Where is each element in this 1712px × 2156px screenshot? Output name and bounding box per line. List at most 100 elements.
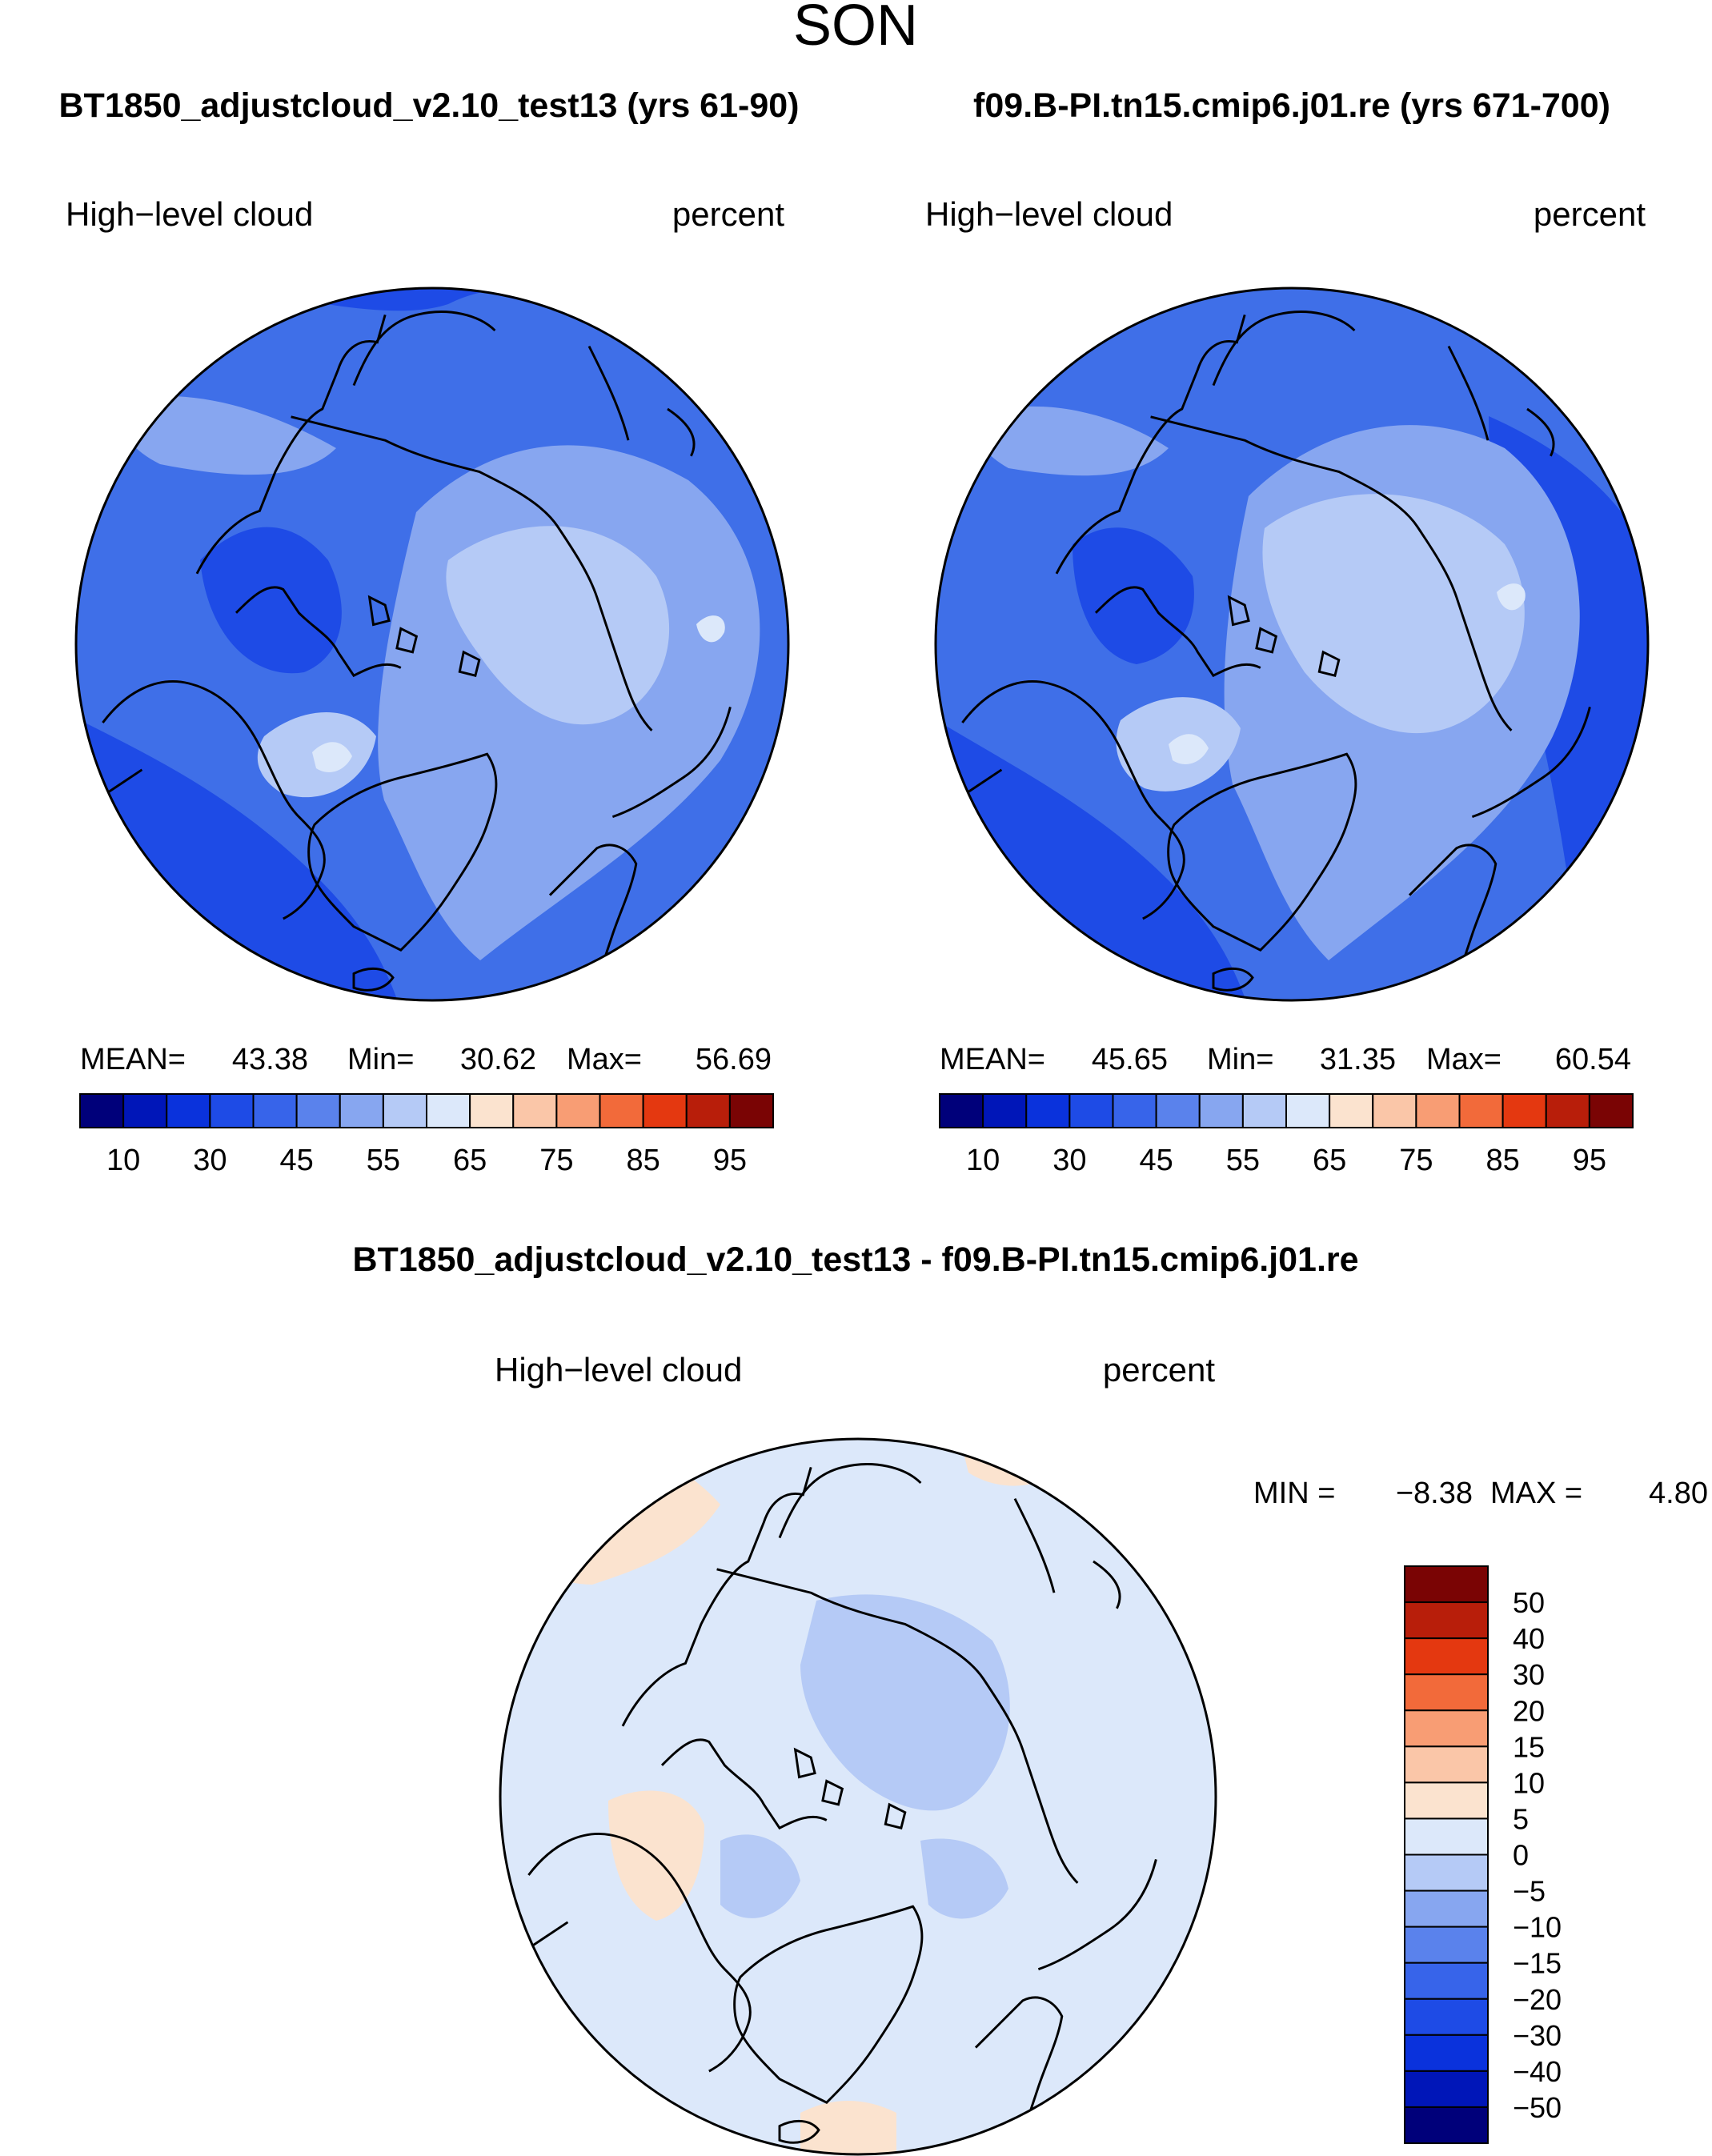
colorbar-right-cell bbox=[1372, 1093, 1417, 1128]
diff-min-label: MIN = bbox=[1253, 1477, 1335, 1510]
min-label-right: Min= bbox=[1207, 1043, 1273, 1076]
colorbar-right-cell bbox=[1502, 1093, 1547, 1128]
colorbar-right-tick-label: 65 bbox=[1313, 1144, 1346, 1177]
colorbar-diff-cell bbox=[1404, 1853, 1489, 1892]
colorbar-diff-cell bbox=[1404, 2070, 1489, 2108]
colorbar-left-cell bbox=[166, 1093, 211, 1128]
colorbar-diff-label: −30 bbox=[1513, 2019, 1562, 2052]
map-left-border bbox=[74, 287, 790, 1002]
colorbar-left-tick-label: 65 bbox=[453, 1144, 487, 1177]
colorbar-left-cell bbox=[555, 1093, 601, 1128]
colorbar-diff-cell bbox=[1404, 1709, 1489, 1748]
colorbar-diff-cell bbox=[1404, 2034, 1489, 2072]
units-label-right: percent bbox=[1534, 195, 1646, 233]
colorbar-diff-cell bbox=[1404, 1745, 1489, 1784]
colorbar-diff-label: 10 bbox=[1513, 1766, 1545, 1799]
colorbar-diff-label: 5 bbox=[1513, 1802, 1529, 1835]
colorbar-right-cell bbox=[1155, 1093, 1201, 1128]
colorbar-right-tick-label: 30 bbox=[1052, 1144, 1086, 1177]
colorbar-diff-label: 0 bbox=[1513, 1839, 1529, 1872]
colorbar-diff-cell bbox=[1404, 1998, 1489, 2036]
colorbar-right-tick-label: 75 bbox=[1399, 1144, 1433, 1177]
map-left bbox=[76, 288, 788, 1000]
units-label-left: percent bbox=[672, 195, 784, 233]
colorbar-diff-cell bbox=[1404, 1565, 1489, 1604]
colorbar-diff-label: −40 bbox=[1513, 2055, 1562, 2088]
panel-left: BT1850_adjustcloud_v2.10_test13 (yrs 61-… bbox=[59, 86, 800, 1177]
colorbar-left-cell bbox=[252, 1093, 298, 1128]
colorbar-left-tick-label: 30 bbox=[193, 1144, 227, 1177]
colorbar-diff-label: −5 bbox=[1513, 1875, 1546, 1908]
colorbar-right-cell bbox=[1241, 1093, 1287, 1128]
colorbar-left-cell bbox=[382, 1093, 427, 1128]
diff-min-value: −8.38 bbox=[1396, 1477, 1473, 1510]
colorbar-right-ticks: 10 30 45 55 65 75 85 95 bbox=[966, 1144, 1606, 1177]
colorbar-left-ticks: 10 30 45 55 65 75 85 95 bbox=[106, 1144, 747, 1177]
map-right-field-dark bbox=[936, 416, 1648, 1000]
variable-label-left: High−level cloud bbox=[66, 195, 313, 233]
map-right-field-lighter bbox=[1116, 494, 1525, 791]
colorbar-right-cell bbox=[982, 1093, 1028, 1128]
colorbar-right-cell bbox=[939, 1093, 984, 1128]
colorbar-left-tick-label: 55 bbox=[367, 1144, 400, 1177]
colorbar-diff-label: −15 bbox=[1513, 1947, 1562, 1980]
colorbar-left-cell bbox=[295, 1093, 341, 1128]
colorbar-right-tick-label: 85 bbox=[1485, 1144, 1519, 1177]
colorbar-left-cell bbox=[426, 1093, 471, 1128]
panel-title-right: f09.B-PI.tn15.cmip6.j01.re (yrs 671-700) bbox=[973, 86, 1610, 125]
variable-label-right: High−level cloud bbox=[925, 195, 1173, 233]
colorbar-left-tick-label: 10 bbox=[106, 1144, 140, 1177]
colorbar-diff-cell bbox=[1404, 1890, 1489, 1928]
colorbar-right-tick-label: 45 bbox=[1139, 1144, 1173, 1177]
colorbar-left-cell bbox=[79, 1093, 125, 1128]
mean-label-left: MEAN= bbox=[80, 1043, 186, 1076]
colorbar-left-cell bbox=[339, 1093, 384, 1128]
colorbar-left-cell bbox=[122, 1093, 168, 1128]
map-right-field-palest bbox=[1169, 583, 1526, 764]
colorbar-left-cell bbox=[728, 1093, 774, 1128]
map-diff-field-base bbox=[500, 1439, 1216, 2154]
colorbar-left-cell bbox=[469, 1093, 515, 1128]
min-value-right: 31.35 bbox=[1320, 1043, 1396, 1076]
diff-title: BT1850_adjustcloud_v2.10_test13 - f09.B-… bbox=[352, 1240, 1358, 1279]
colorbar-diff-label: 20 bbox=[1513, 1694, 1545, 1727]
colorbar-left-tick-label: 45 bbox=[279, 1144, 313, 1177]
max-label-left: Max= bbox=[567, 1043, 642, 1076]
colorbar-diff-cell bbox=[1404, 1962, 1489, 2000]
diff-units-label: percent bbox=[1103, 1351, 1215, 1389]
colorbar-diff-label: 50 bbox=[1513, 1586, 1545, 1619]
colorbar-right-tick-label: 55 bbox=[1226, 1144, 1260, 1177]
colorbar-diff-cell bbox=[1404, 1817, 1489, 1856]
colorbar-left-tick-label: 75 bbox=[539, 1144, 573, 1177]
colorbar-diff-cell bbox=[1404, 2106, 1489, 2144]
panel-title-left: BT1850_adjustcloud_v2.10_test13 (yrs 61-… bbox=[59, 86, 800, 125]
colorbar-diff-label: −50 bbox=[1513, 2091, 1562, 2124]
colorbar-right-cell bbox=[1068, 1093, 1114, 1128]
colorbar-left-cell bbox=[209, 1093, 255, 1128]
colorbar-diff-cell bbox=[1404, 1926, 1489, 1964]
colorbar-diff-label: −20 bbox=[1513, 1983, 1562, 2016]
colorbar-right-cell bbox=[1415, 1093, 1461, 1128]
diff-max-label: MAX = bbox=[1490, 1477, 1582, 1510]
season-title: SON bbox=[793, 0, 918, 58]
map-right bbox=[936, 288, 1648, 1000]
colorbar-right-cell bbox=[1285, 1093, 1331, 1128]
map-left-field-dark bbox=[80, 288, 608, 1000]
max-label-right: Max= bbox=[1426, 1043, 1502, 1076]
map-diff-field-negative bbox=[720, 1594, 1010, 1919]
colorbar-diff bbox=[1404, 1565, 1489, 2144]
colorbar-right-cell bbox=[1025, 1093, 1071, 1128]
max-value-right: 60.54 bbox=[1555, 1043, 1631, 1076]
colorbar-diff-label: 40 bbox=[1513, 1622, 1545, 1655]
colorbar-left bbox=[79, 1093, 774, 1128]
colorbar-right-tick-label: 10 bbox=[966, 1144, 1000, 1177]
mean-value-right: 45.65 bbox=[1092, 1043, 1168, 1076]
diff-max-value: 4.80 bbox=[1649, 1477, 1708, 1510]
colorbar-left-tick-label: 85 bbox=[626, 1144, 660, 1177]
colorbar-left-cell bbox=[642, 1093, 688, 1128]
colorbar-diff-cell bbox=[1404, 1601, 1489, 1640]
colorbar-right-cell bbox=[1198, 1093, 1244, 1128]
colorbar-diff-cell bbox=[1404, 1637, 1489, 1676]
